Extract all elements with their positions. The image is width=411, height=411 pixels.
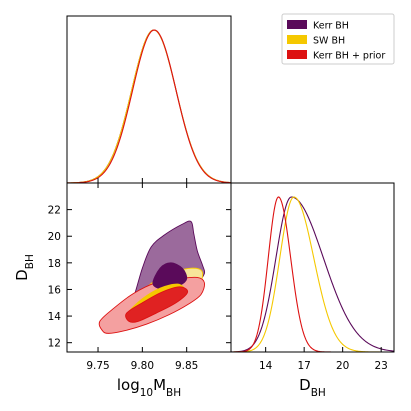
marginal-logm-line-1 xyxy=(66,29,232,184)
tick-label-d-0: 12 xyxy=(48,338,61,350)
legend-label-1: SW BH xyxy=(313,36,345,47)
xlabel-logm-sub2: BH xyxy=(166,387,181,399)
xlabel-logm-sub1: 10 xyxy=(140,387,153,399)
legend-box xyxy=(281,13,395,65)
xlabel-logm-main: log xyxy=(117,376,140,394)
xlabel-logm-mid: M xyxy=(153,376,166,394)
frame-top-left xyxy=(66,15,232,184)
tick-label-d-1: 14 xyxy=(48,311,62,323)
ylabel-d-main: D xyxy=(13,269,31,281)
legend-swatch-0 xyxy=(287,20,307,29)
legend-swatch-1 xyxy=(287,35,307,44)
ylabel-d-sub: BH xyxy=(24,254,36,269)
marginal-d-line-2 xyxy=(230,196,394,353)
xlabel-d-sub: BH xyxy=(311,387,326,399)
tick-label-logm-0: 9.75 xyxy=(86,360,109,372)
tick-label-d-3: 18 xyxy=(48,258,61,270)
legend-swatch-2 xyxy=(287,50,307,59)
tick-label-dmarg-3: 23 xyxy=(374,360,387,372)
legend-label-0: Kerr BH xyxy=(313,21,349,32)
xlabel-logm: log10MBH xyxy=(117,376,181,399)
tick-label-d-5: 22 xyxy=(48,205,61,217)
tick-label-dmarg-1: 17 xyxy=(297,360,310,372)
tick-label-d-4: 20 xyxy=(48,231,61,243)
tick-label-dmarg-0: 14 xyxy=(259,360,273,372)
tick-label-logm-1: 9.80 xyxy=(131,360,154,372)
contour-group xyxy=(98,220,206,334)
xlabel-d: DBH xyxy=(299,376,326,399)
legend-label-2: Kerr BH + prior xyxy=(313,51,385,62)
marginal-logm-line-0 xyxy=(66,29,232,184)
contour-inner-5 xyxy=(125,286,189,323)
tick-label-dmarg-2: 20 xyxy=(336,360,349,372)
xlabel-d-main: D xyxy=(299,376,311,394)
marginal-d-line-0 xyxy=(230,196,395,353)
frame-bottom-right xyxy=(230,182,395,353)
marginal-logm-line-2 xyxy=(66,29,232,184)
tick-label-d-2: 16 xyxy=(48,284,62,296)
marginal-d-line-1 xyxy=(231,196,394,353)
ylabel-d: DBH xyxy=(13,254,36,281)
tick-label-logm-2: 9.85 xyxy=(175,360,198,372)
